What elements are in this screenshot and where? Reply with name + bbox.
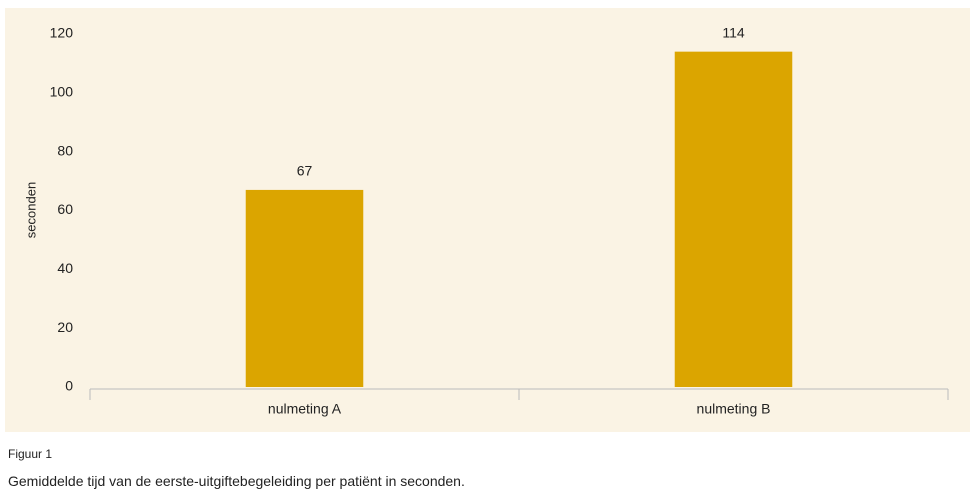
bar xyxy=(674,51,793,388)
y-tick-label: 20 xyxy=(57,319,73,335)
y-tick-label: 80 xyxy=(57,142,73,158)
y-tick-label: 100 xyxy=(50,84,74,100)
y-axis-label: seconden xyxy=(23,182,38,238)
y-tick-label: 120 xyxy=(50,25,74,41)
y-tick-label: 60 xyxy=(57,201,73,217)
chart-background xyxy=(5,8,970,432)
x-tick-label: nulmeting B xyxy=(697,401,771,417)
value-label: 114 xyxy=(722,24,745,40)
x-tick-label: nulmeting A xyxy=(268,401,342,417)
figure-label: Figuur 1 xyxy=(8,447,53,461)
y-tick-label: 40 xyxy=(57,260,73,276)
value-label: 67 xyxy=(297,163,313,179)
y-tick-label: 0 xyxy=(65,378,73,394)
chart: seconden 0 20 40 60 80 100 120 nulmeting A 67 nul… xyxy=(5,8,970,432)
figure-caption: Gemiddelde tijd van de eerste-uitgiftebe… xyxy=(8,473,465,489)
bar xyxy=(245,189,364,387)
